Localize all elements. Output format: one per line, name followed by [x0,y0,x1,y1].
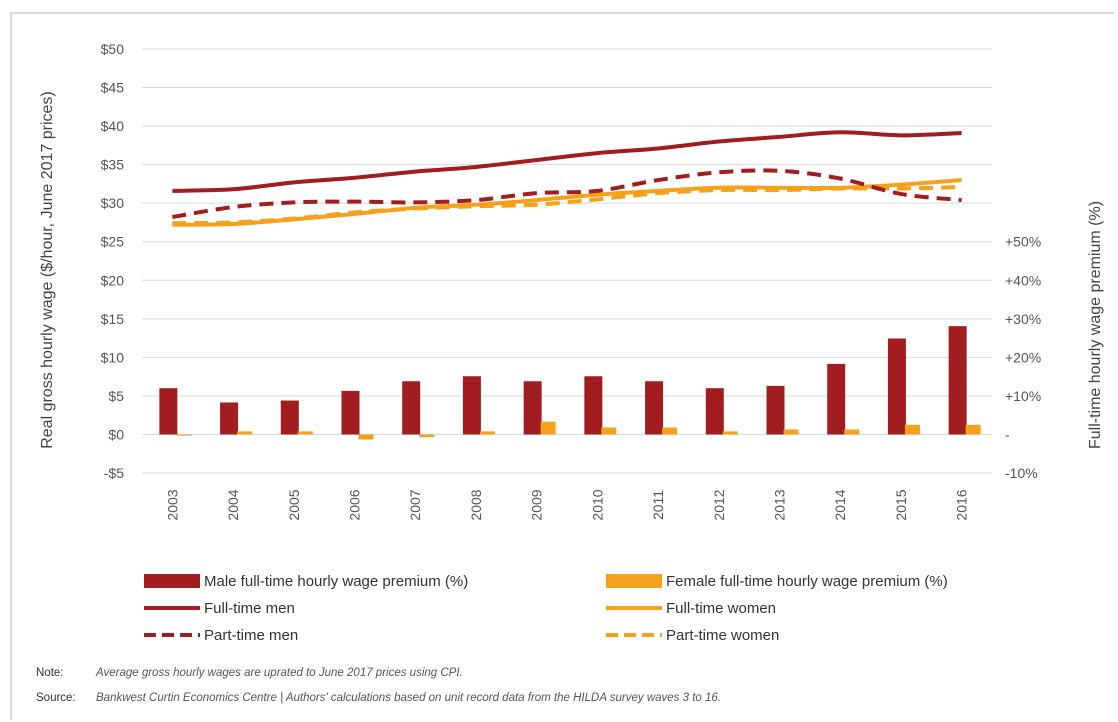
legend-item: Full-time men [144,600,295,617]
x-tick-label: 2005 [286,489,302,520]
female-premium-bar [297,431,313,435]
legend-item: Part-time men [144,627,298,644]
female-premium-bar [844,429,860,435]
male-premium-bar [645,381,664,435]
y-tick-label: $50 [101,41,125,57]
x-tick-label: 2010 [589,489,605,520]
legend-item: Full-time women [606,600,776,617]
legend: Male full-time hourly wage premium (%) Fe… [144,573,948,644]
male-premium-bar [280,400,299,435]
x-axis-ticks: 2003 2004 2005 2006 2007 2008 2009 2010 2011 2012… [164,489,969,520]
left-axis-ticks: $50 $45 $40 $35 $30 $25 $20 $15 $10 $5 $0 -$5 [101,41,125,481]
male-premium-bar [948,326,967,435]
female-premium-bar [965,424,981,435]
y2-tick-label: +10% [1005,388,1041,404]
x-tick-label: 2015 [893,489,909,520]
y-tick-label: $5 [108,388,124,404]
male-premium-bar [402,381,421,435]
y-tick-label: $10 [101,349,125,365]
x-tick-label: 2009 [529,489,545,520]
female-premium-bar [904,424,920,435]
gridlines [142,48,992,474]
x-tick-label: 2011 [650,490,666,520]
chart-notes: Note: Average gross hourly wages are upr… [36,661,721,711]
x-tick-label: 2003 [164,489,180,520]
note-text: Average gross hourly wages are uprated t… [96,667,463,679]
y2-tick-label: -10% [1005,465,1038,481]
female-premium-bar [662,427,678,435]
male-premium-bar [523,381,542,435]
female-premium-bar [540,421,556,435]
y-tick-label: $15 [101,311,125,327]
source-label: Source: [36,692,76,704]
x-tick-label: 2014 [832,489,848,520]
x-tick-label: 2008 [468,489,484,520]
source-text: Bankwest Curtin Economics Centre | Autho… [96,692,721,704]
legend-item: Male full-time hourly wage premium (%) [144,573,468,590]
full-time-women-line [172,178,962,227]
x-tick-label: 2004 [225,489,241,520]
male-premium-bar [462,376,481,435]
male-premium-bar [220,402,239,435]
chart-frame [10,12,1114,720]
y-tick-label: $0 [108,426,124,442]
x-tick-label: 2016 [954,489,970,520]
legend-item: Part-time women [606,627,779,644]
source-row: Source: Bankwest Curtin Economics Centre… [36,686,721,711]
male-premium-bar [705,388,724,435]
y-tick-label: $35 [101,157,125,173]
legend-label: Female full-time hourly wage premium (%) [666,573,948,590]
y-tick-label: $40 [101,118,125,134]
male-premium-bar [887,338,906,435]
male-premium-bar [584,376,603,435]
legend-label: Full-time women [666,600,776,617]
female-premium-bar [479,431,495,435]
male-premium-bar [341,390,360,435]
y2-axis-title: Full-time hourly wage premium (%) [1087,201,1104,449]
y2-tick-label: +40% [1005,272,1041,288]
full-time-men-line [172,130,962,193]
legend-item: Female full-time hourly wage premium (%) [606,573,948,590]
legend-label: Male full-time hourly wage premium (%) [204,573,468,590]
legend-label: Part-time women [666,627,779,644]
male-premium-bar [827,363,846,435]
female-premium-bar [722,431,738,435]
male-premium-bar [766,385,785,435]
y-tick-label: $25 [101,234,125,250]
y-tick-label: -$5 [104,465,124,481]
male-premium-bar [159,388,178,435]
x-tick-label: 2012 [711,489,727,520]
series-lines [172,130,962,227]
x-tick-label: 2007 [407,489,423,520]
y2-tick-label: +20% [1005,349,1041,365]
y-tick-label: $45 [101,80,125,96]
x-tick-label: 2013 [772,489,788,520]
female-premium-bar [783,429,799,435]
female-premium-bar [419,434,435,438]
note-row: Note: Average gross hourly wages are upr… [36,661,721,686]
legend-label: Full-time men [204,600,295,617]
female-premium-bar [358,434,374,440]
right-axis-ticks: +50% +40% +30% +20% +10% - -10% [1005,234,1041,481]
y2-tick-label: +50% [1005,234,1041,250]
note-label: Note: [36,667,64,679]
y-tick-label: $30 [101,195,125,211]
part-time-men-line [172,168,962,220]
y2-tick-label: +30% [1005,311,1041,327]
y2-tick-label: - [1005,426,1010,442]
bars [159,326,981,440]
legend-swatch [606,574,662,588]
legend-label: Part-time men [204,627,298,644]
female-premium-bar [601,427,617,435]
female-premium-bar [237,431,253,435]
y-tick-label: $20 [101,272,125,288]
y-axis-title: Real gross hourly wage ($/hour, June 201… [39,91,56,449]
x-tick-label: 2006 [347,489,363,520]
female-premium-bar [176,434,192,436]
legend-swatch [144,574,200,588]
